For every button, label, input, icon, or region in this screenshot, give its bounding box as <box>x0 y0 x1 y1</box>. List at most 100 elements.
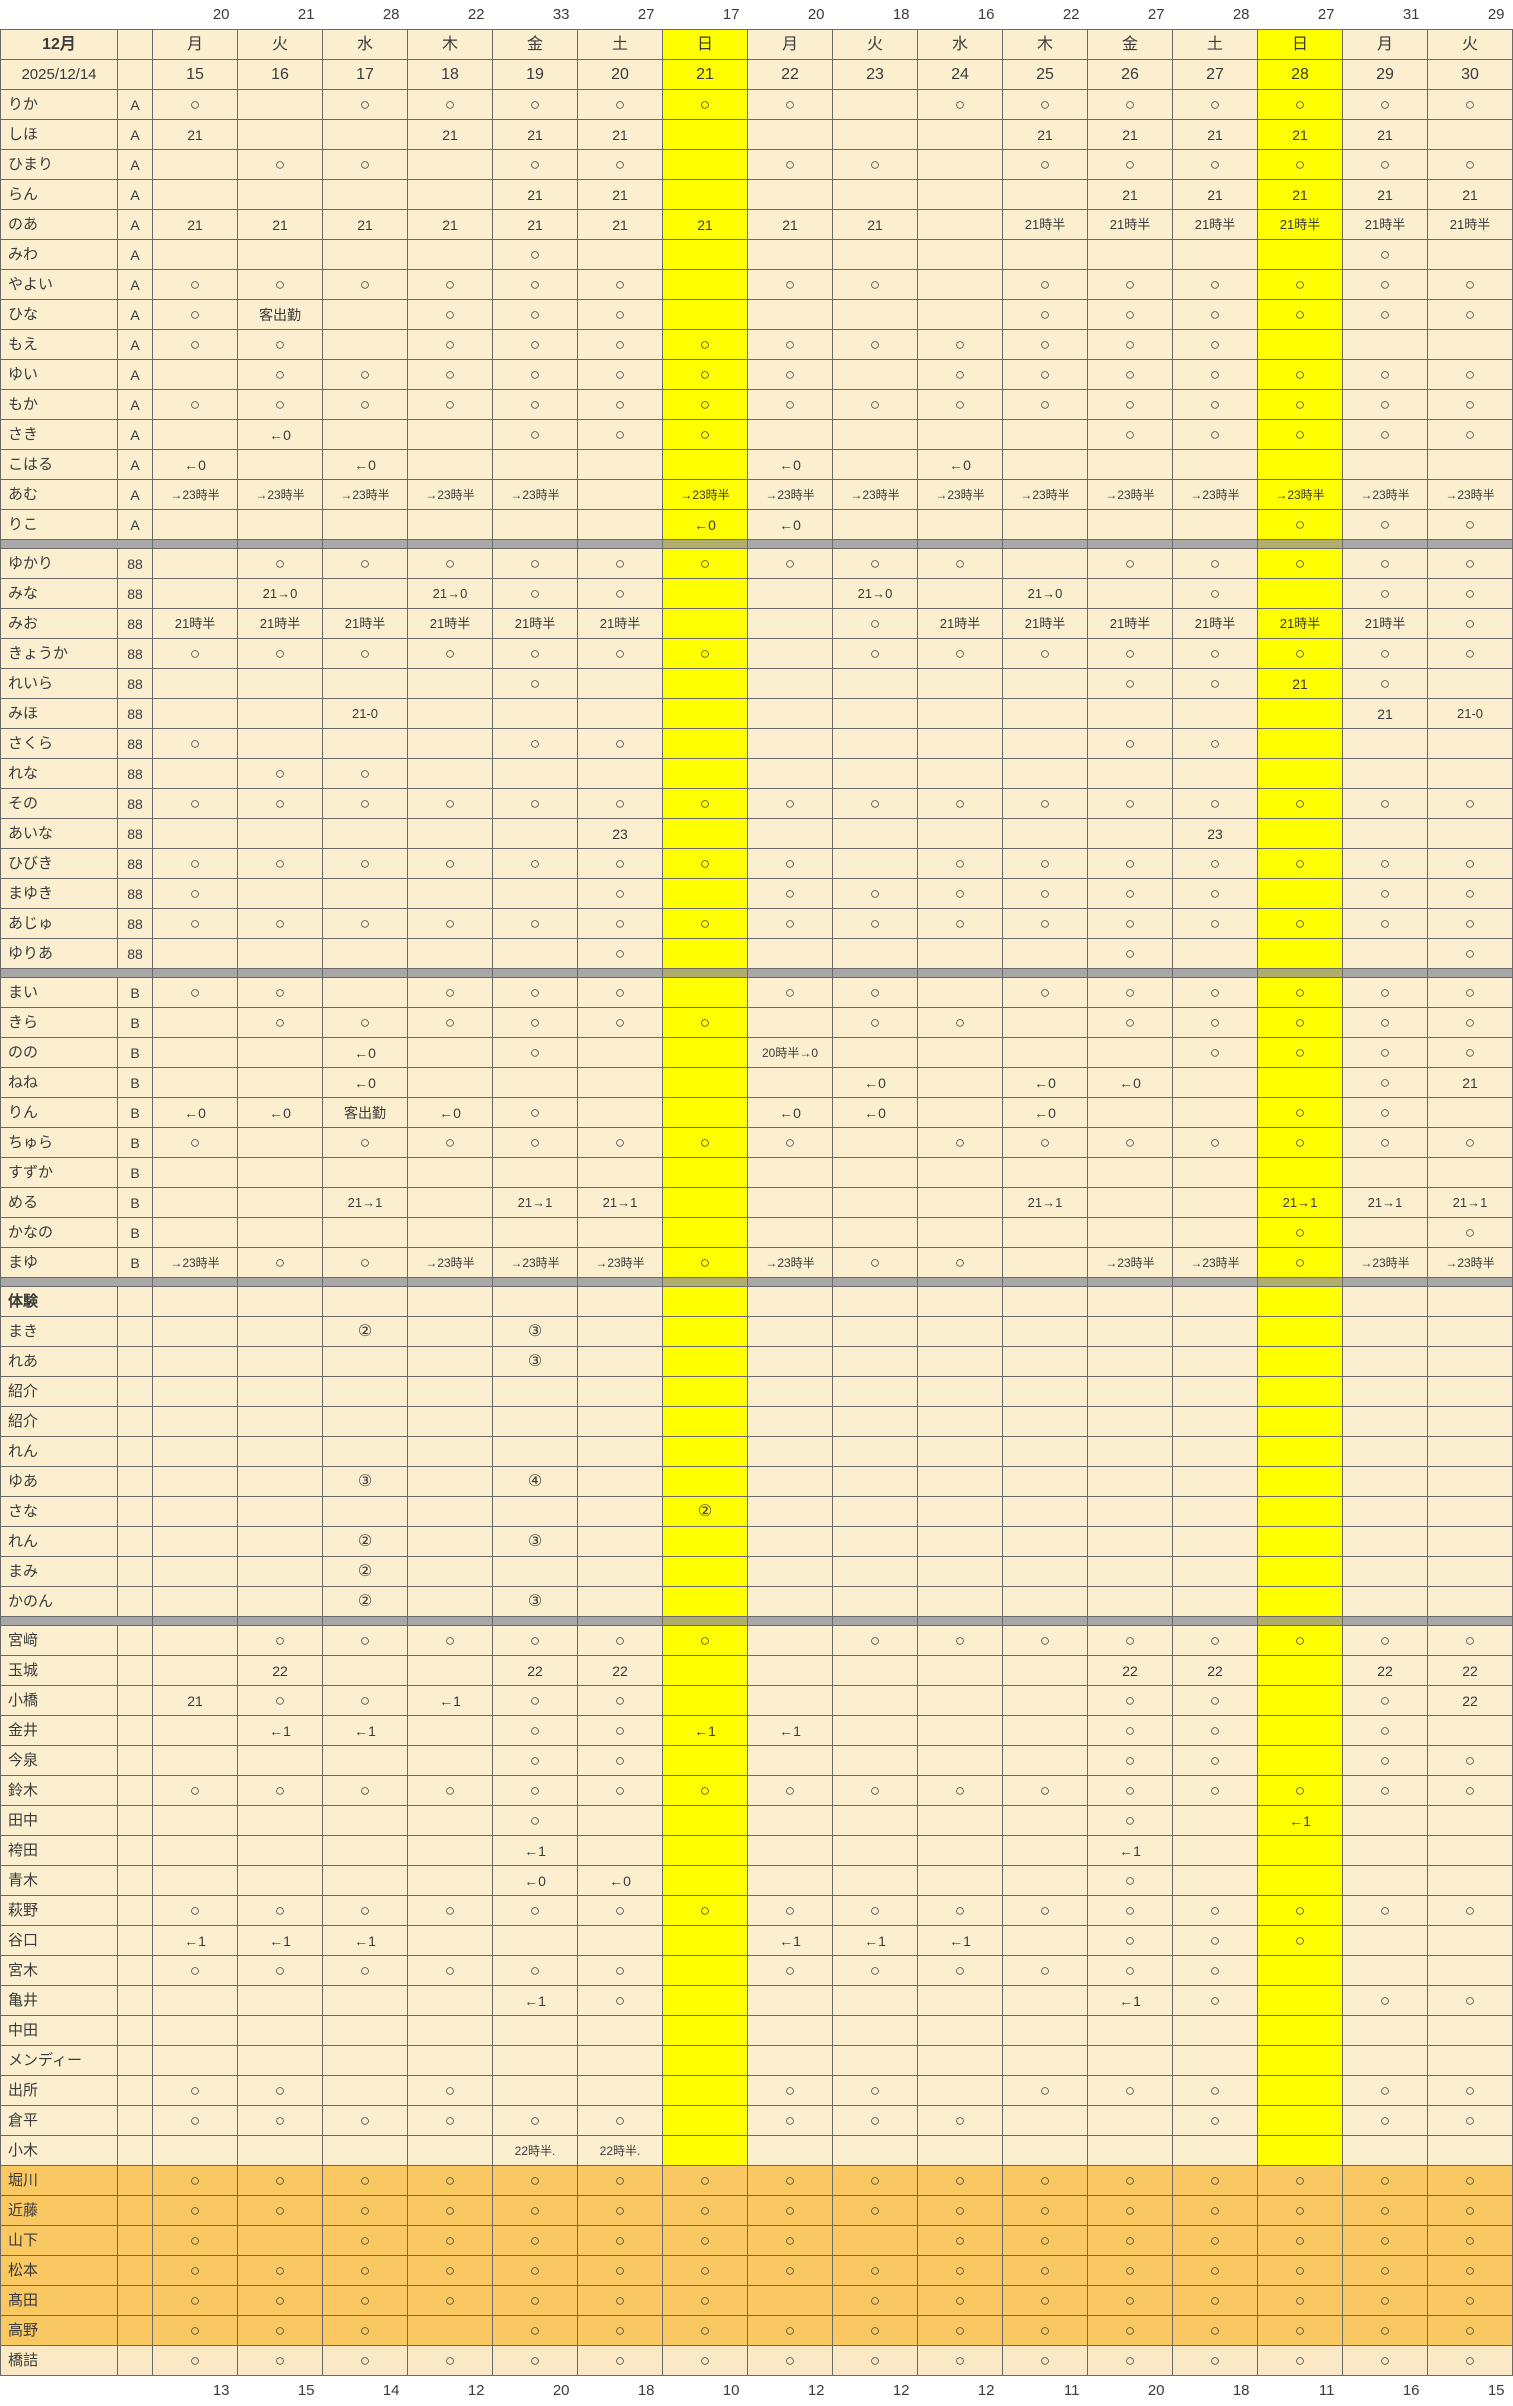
day-cell[interactable] <box>1427 1526 1513 1557</box>
group-cell[interactable]: A <box>117 179 153 210</box>
day-cell[interactable]: →23時半 <box>832 479 918 510</box>
day-cell[interactable] <box>747 1496 833 1527</box>
weekday-cell[interactable]: 木 <box>1002 29 1088 60</box>
day-cell[interactable] <box>662 608 748 639</box>
day-cell[interactable]: ○ <box>1257 389 1343 420</box>
day-cell[interactable]: ○ <box>492 1715 578 1746</box>
day-cell[interactable] <box>747 1466 833 1497</box>
day-cell[interactable] <box>237 1187 323 1218</box>
day-cell[interactable] <box>662 1157 748 1188</box>
day-cell[interactable] <box>322 728 408 759</box>
day-cell[interactable]: ○ <box>832 2255 918 2286</box>
day-cell[interactable]: ○ <box>1087 329 1173 360</box>
day-cell[interactable] <box>917 239 1003 270</box>
day-cell[interactable] <box>1427 1955 1513 1986</box>
day-cell[interactable]: ○ <box>1002 638 1088 669</box>
day-cell[interactable]: ○ <box>1257 977 1343 1008</box>
row-name-cell[interactable]: 宮木 <box>0 1955 118 1986</box>
day-cell[interactable] <box>492 1217 578 1248</box>
day-cell[interactable] <box>1087 1286 1173 1317</box>
day-cell[interactable]: ○ <box>237 2345 323 2376</box>
day-cell[interactable]: ○ <box>322 848 408 879</box>
day-cell[interactable] <box>917 698 1003 729</box>
day-cell[interactable] <box>1427 2135 1513 2166</box>
day-cell[interactable]: ○ <box>1342 2105 1428 2136</box>
day-cell[interactable]: ○ <box>1002 2285 1088 2316</box>
day-cell[interactable]: ○ <box>322 1007 408 1038</box>
day-cell[interactable] <box>832 419 918 450</box>
day-cell[interactable] <box>1087 1406 1173 1437</box>
day-cell[interactable]: ○ <box>1427 1745 1513 1776</box>
day-cell[interactable] <box>1257 818 1343 849</box>
row-name-cell[interactable]: もか <box>0 389 118 420</box>
day-cell[interactable]: ←1 <box>492 1835 578 1866</box>
day-cell[interactable]: ○ <box>237 1775 323 1806</box>
day-cell[interactable] <box>1087 578 1173 609</box>
day-cell[interactable]: ○ <box>577 2105 663 2136</box>
day-cell[interactable]: ○ <box>577 2195 663 2226</box>
group-cell[interactable] <box>117 1985 153 2016</box>
day-cell[interactable]: 21 <box>407 119 493 150</box>
group-header-blank[interactable] <box>117 29 153 60</box>
day-cell[interactable]: ○ <box>832 908 918 939</box>
day-cell[interactable]: ○ <box>577 578 663 609</box>
day-cell[interactable] <box>662 1316 748 1347</box>
group-cell[interactable]: A <box>117 119 153 150</box>
day-cell[interactable] <box>662 1685 748 1716</box>
day-cell[interactable]: 21時半 <box>1257 608 1343 639</box>
day-cell[interactable] <box>577 698 663 729</box>
group-cell[interactable] <box>117 2045 153 2076</box>
day-cell[interactable]: ○ <box>1427 269 1513 300</box>
day-cell[interactable]: ○ <box>237 2105 323 2136</box>
day-cell[interactable]: 21-0 <box>1427 698 1513 729</box>
day-cell[interactable] <box>152 2015 238 2046</box>
day-cell[interactable] <box>1002 1805 1088 1836</box>
day-cell[interactable] <box>832 1496 918 1527</box>
day-cell[interactable]: ○ <box>492 89 578 120</box>
day-cell[interactable] <box>322 938 408 969</box>
day-cell[interactable]: ○ <box>322 2255 408 2286</box>
day-cell[interactable] <box>492 1157 578 1188</box>
day-cell[interactable]: ○ <box>492 359 578 390</box>
day-cell[interactable] <box>152 509 238 540</box>
day-cell[interactable] <box>917 1586 1003 1617</box>
day-cell[interactable]: ○ <box>577 149 663 180</box>
day-cell[interactable]: ○ <box>1172 1775 1258 1806</box>
day-cell[interactable] <box>152 818 238 849</box>
day-cell[interactable]: 21 <box>152 209 238 240</box>
day-cell[interactable]: ←1 <box>747 1925 833 1956</box>
day-cell[interactable] <box>1087 1556 1173 1587</box>
day-cell[interactable] <box>322 1745 408 1776</box>
row-name-cell[interactable]: 小橋 <box>0 1685 118 1716</box>
day-cell[interactable]: ○ <box>152 848 238 879</box>
day-cell[interactable] <box>832 818 918 849</box>
day-cell[interactable]: ○ <box>1342 1985 1428 2016</box>
day-cell[interactable] <box>662 698 748 729</box>
row-name-cell[interactable]: その <box>0 788 118 819</box>
day-cell[interactable]: ○ <box>237 908 323 939</box>
day-cell[interactable] <box>1342 329 1428 360</box>
day-cell[interactable]: ○ <box>747 89 833 120</box>
day-cell[interactable]: ○ <box>1427 89 1513 120</box>
day-cell[interactable] <box>917 1985 1003 2016</box>
day-cell[interactable] <box>1257 1985 1343 2016</box>
day-cell[interactable]: 21→0 <box>237 578 323 609</box>
day-cell[interactable] <box>662 1286 748 1317</box>
day-cell[interactable]: ○ <box>407 2105 493 2136</box>
day-cell[interactable]: 21→1 <box>1342 1187 1428 1218</box>
day-cell[interactable] <box>1427 728 1513 759</box>
day-cell[interactable] <box>662 1745 748 1776</box>
row-name-cell[interactable]: 今泉 <box>0 1745 118 1776</box>
day-cell[interactable] <box>152 1187 238 1218</box>
day-cell[interactable] <box>577 1316 663 1347</box>
day-cell[interactable] <box>662 1466 748 1497</box>
row-name-cell[interactable]: らん <box>0 179 118 210</box>
day-cell[interactable] <box>407 938 493 969</box>
day-cell[interactable]: ○ <box>1257 548 1343 579</box>
day-cell[interactable]: ○ <box>237 2075 323 2106</box>
day-cell[interactable]: ←0 <box>322 1067 408 1098</box>
day-cell[interactable] <box>1427 1925 1513 1956</box>
group-cell[interactable]: A <box>117 209 153 240</box>
day-cell[interactable]: ○ <box>322 359 408 390</box>
day-cell[interactable]: ○ <box>237 1895 323 1926</box>
